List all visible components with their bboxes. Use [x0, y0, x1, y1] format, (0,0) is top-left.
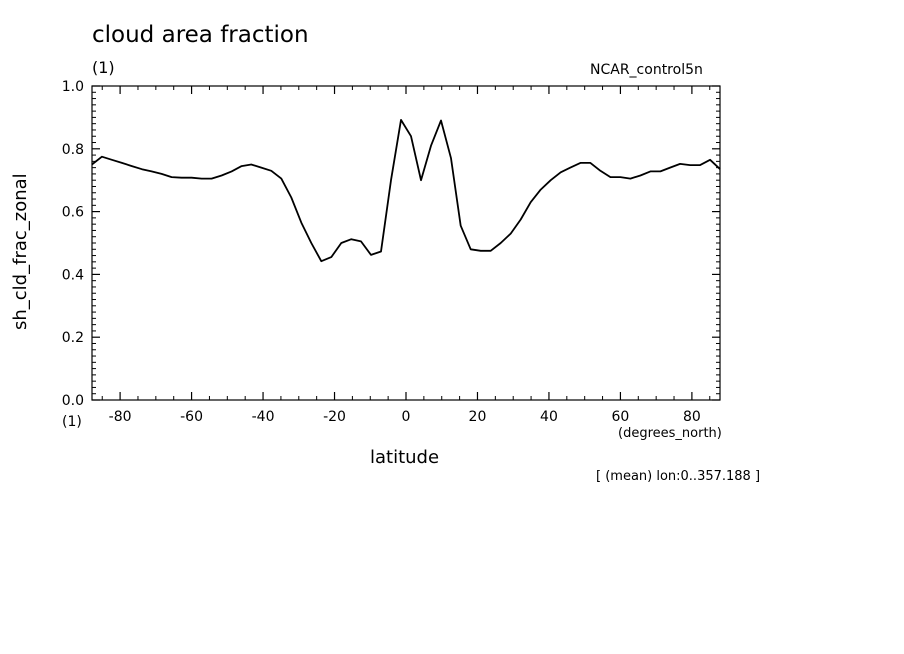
- series-line: [91, 119, 721, 263]
- y-axis-unit: (1): [62, 414, 82, 430]
- x-tick-label: 20: [469, 409, 487, 425]
- y-tick-label: 0.4: [62, 267, 84, 283]
- y-tick-label: 0.0: [62, 393, 84, 409]
- x-tick-label: 60: [612, 409, 630, 425]
- x-axis-label: latitude: [370, 447, 440, 468]
- axis-tick-labels: -80 -60 -40 -20 0 20 40 60 80 0.0 0.2 0.4 0.6 0.8 1.0: [62, 79, 701, 425]
- series-group: [91, 119, 721, 263]
- x-tick-label: 40: [540, 409, 558, 425]
- x-tick-label: 80: [683, 409, 701, 425]
- plot-frame: [91, 85, 721, 401]
- dataset-label: NCAR_control5n: [590, 62, 703, 78]
- y-tick-label: 1.0: [62, 79, 84, 95]
- x-tick-label: -20: [323, 409, 346, 425]
- x-tick-label: -40: [252, 409, 275, 425]
- x-tick-label: -80: [109, 409, 132, 425]
- y-tick-label: 0.6: [62, 205, 84, 221]
- x-tick-label: 0: [402, 409, 411, 425]
- y-tick-label: 0.2: [62, 330, 84, 346]
- y-tick-label: 0.8: [62, 142, 84, 158]
- title-unit: (1): [92, 58, 115, 77]
- x-tick-label: -60: [180, 409, 203, 425]
- x-axis-unit: (degrees_north): [618, 426, 722, 441]
- chart-title: cloud area fraction: [92, 22, 309, 48]
- axis-ticks: [92, 85, 720, 401]
- mean-note: [ (mean) lon:0..357.188 ]: [596, 469, 761, 484]
